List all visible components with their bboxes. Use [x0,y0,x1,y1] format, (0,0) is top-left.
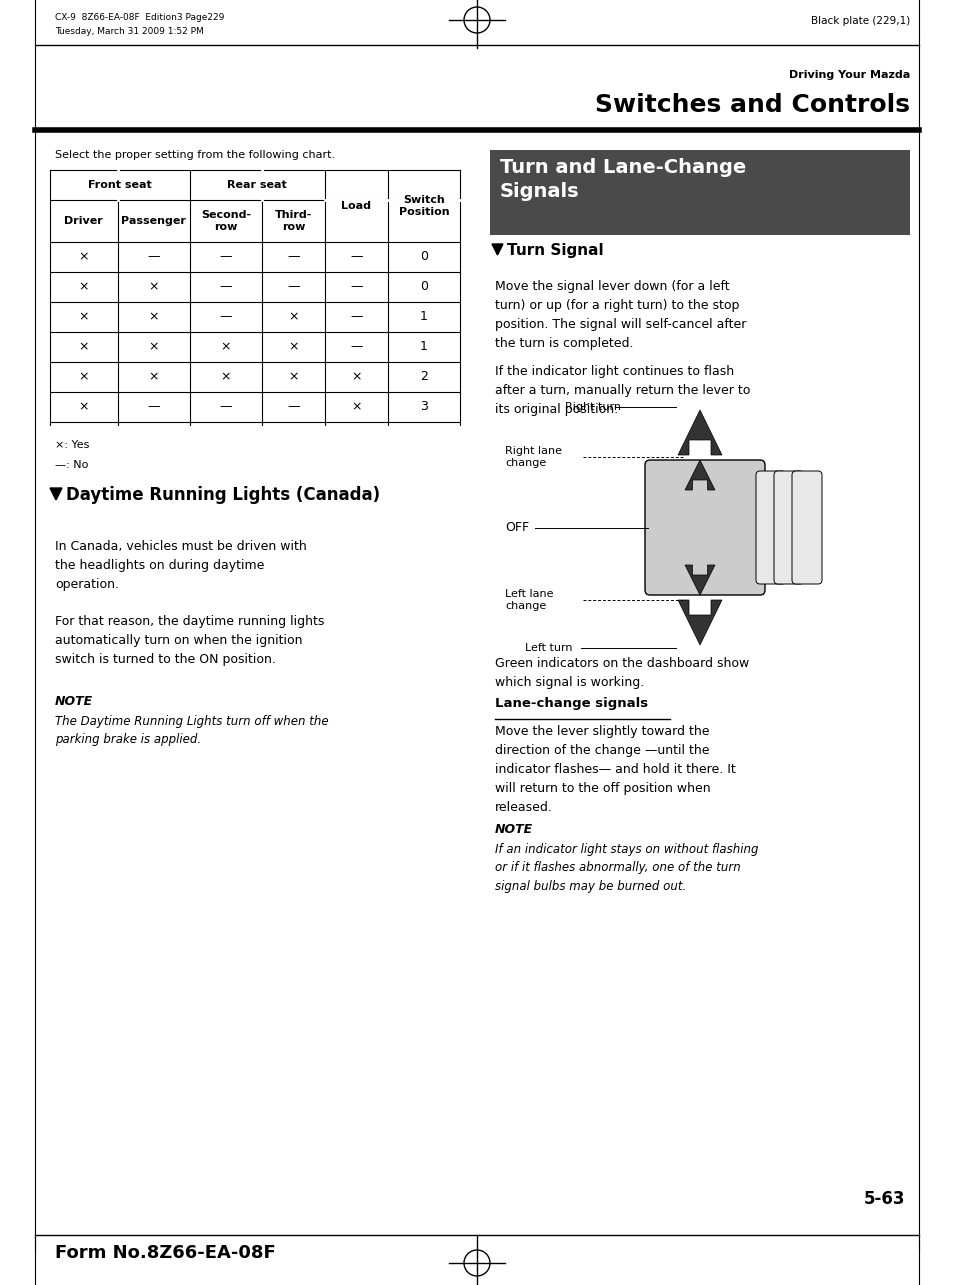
Text: ×: × [149,280,159,293]
Text: ×: × [78,370,89,383]
Text: Black plate (229,1): Black plate (229,1) [810,15,909,26]
Text: Select the proper setting from the following chart.: Select the proper setting from the follo… [55,150,335,161]
Text: Green indicators on the dashboard show
which signal is working.: Green indicators on the dashboard show w… [495,657,748,689]
Text: ×: Yes: ×: Yes [55,439,90,450]
Text: ×: × [78,401,89,414]
Text: Second-
row: Second- row [200,209,251,233]
FancyBboxPatch shape [791,472,821,583]
Text: ×: × [149,341,159,353]
Text: ×: × [78,311,89,324]
Text: 1: 1 [419,311,427,324]
Text: Move the lever slightly toward the
direction of the change —until the
indicator : Move the lever slightly toward the direc… [495,725,735,813]
Text: —: — [350,341,362,353]
Text: In Canada, vehicles must be driven with
the headlights on during daytime
operati: In Canada, vehicles must be driven with … [55,540,307,591]
Text: NOTE: NOTE [55,695,93,708]
Text: Front seat: Front seat [88,180,152,190]
Text: ×: × [78,280,89,293]
Text: Left turn: Left turn [524,642,572,653]
Text: For that reason, the daytime running lights
automatically turn on when the ignit: For that reason, the daytime running lig… [55,616,324,666]
Text: Turn Signal: Turn Signal [506,243,603,258]
Text: Daytime Running Lights (Canada): Daytime Running Lights (Canada) [66,486,379,504]
Text: ×: × [220,341,231,353]
Text: —: — [287,280,299,293]
Text: Right turn: Right turn [564,402,620,412]
Text: 2: 2 [419,370,427,383]
Text: —: — [219,251,232,263]
Text: Switches and Controls: Switches and Controls [595,93,909,117]
Text: The Daytime Running Lights turn off when the
parking brake is applied.: The Daytime Running Lights turn off when… [55,714,328,747]
Polygon shape [492,244,502,254]
Text: ×: × [149,311,159,324]
FancyBboxPatch shape [644,460,764,595]
Text: ×: × [288,311,298,324]
Text: —: — [219,311,232,324]
Text: 0: 0 [419,251,428,263]
Text: —: — [287,251,299,263]
Text: —: — [148,401,160,414]
Text: 5-63: 5-63 [862,1190,904,1208]
Text: —: — [148,251,160,263]
Text: CX-9  8Z66-EA-08F  Edition3 Page229: CX-9 8Z66-EA-08F Edition3 Page229 [55,13,224,22]
Text: ×: × [288,370,298,383]
Polygon shape [678,410,721,455]
Text: OFF: OFF [504,520,529,535]
Text: Third-
row: Third- row [274,209,312,233]
Text: —: — [350,311,362,324]
Polygon shape [678,600,721,645]
Text: —: — [219,401,232,414]
Text: Right lane
change: Right lane change [504,446,561,468]
Text: NOTE: NOTE [495,822,533,837]
FancyBboxPatch shape [773,472,803,583]
Text: 0: 0 [419,280,428,293]
Polygon shape [684,565,714,595]
Text: Rear seat: Rear seat [227,180,287,190]
Text: 3: 3 [419,401,427,414]
Text: —: — [219,280,232,293]
Text: —: — [350,280,362,293]
Text: ×: × [78,341,89,353]
Bar [490,150,909,235]
Text: —: No: —: No [55,460,89,470]
Text: Lane-change signals: Lane-change signals [495,696,647,711]
Text: 1: 1 [419,341,427,353]
Text: ×: × [149,370,159,383]
Text: ×: × [351,370,361,383]
Text: If an indicator light stays on without flashing
or if it flashes abnormally, one: If an indicator light stays on without f… [495,843,758,893]
Text: ×: × [288,341,298,353]
FancyBboxPatch shape [755,472,785,583]
Polygon shape [50,488,62,500]
Text: ×: × [220,370,231,383]
Text: ×: × [351,401,361,414]
Text: Turn and Lane-Change
Signals: Turn and Lane-Change Signals [499,158,745,202]
Text: ×: × [78,251,89,263]
Text: —: — [350,251,362,263]
Text: Switch
Position: Switch Position [398,195,449,217]
Text: Form No.8Z66-EA-08F: Form No.8Z66-EA-08F [55,1244,275,1262]
Text: Driver: Driver [65,216,103,226]
Polygon shape [684,460,714,490]
Text: Left lane
change: Left lane change [504,589,553,612]
Text: Passenger: Passenger [121,216,186,226]
Text: —: — [287,401,299,414]
Text: Tuesday, March 31 2009 1:52 PM: Tuesday, March 31 2009 1:52 PM [55,27,204,36]
Text: Move the signal lever down (for a left
turn) or up (for a right turn) to the sto: Move the signal lever down (for a left t… [495,280,745,350]
Text: Load: Load [341,200,371,211]
Text: If the indicator light continues to flash
after a turn, manually return the leve: If the indicator light continues to flas… [495,365,750,416]
Text: Driving Your Mazda: Driving Your Mazda [788,69,909,80]
